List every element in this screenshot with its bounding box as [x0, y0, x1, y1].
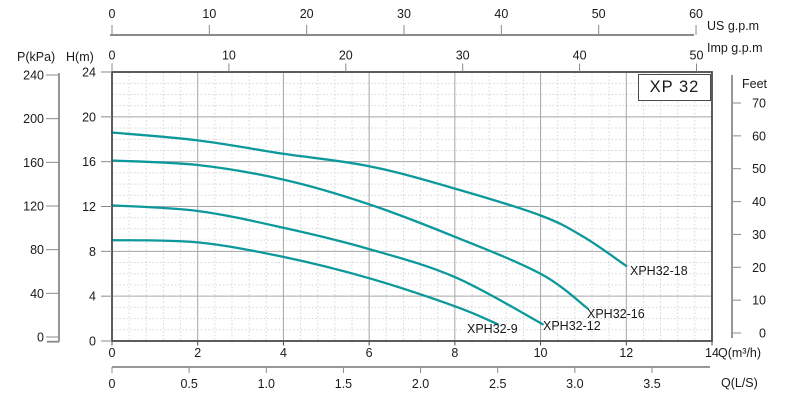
- svg-text:4: 4: [89, 290, 96, 304]
- svg-text:12: 12: [619, 346, 633, 360]
- svg-text:40: 40: [573, 49, 587, 63]
- h-m-axis: 24 20 16 12 8 4 0: [82, 66, 112, 349]
- svg-text:4: 4: [280, 346, 287, 360]
- svg-text:10: 10: [534, 346, 548, 360]
- imp-gpm-axis: 0 10 20 30 40 50: [109, 49, 704, 72]
- svg-text:24: 24: [82, 66, 96, 80]
- model-badge-text: XP 32: [649, 78, 700, 96]
- svg-text:50: 50: [592, 7, 606, 21]
- curve-xph32-12: [110, 204, 544, 326]
- svg-text:0: 0: [109, 377, 116, 391]
- h-m-axis-title: H(m): [66, 50, 94, 64]
- us-gpm-axis: 0 10 20 30 40 50 60: [109, 7, 703, 36]
- svg-text:0: 0: [109, 49, 116, 63]
- feet-axis: 70 60 50 40 30 20 10 0: [731, 75, 766, 341]
- svg-text:0: 0: [759, 327, 766, 341]
- svg-text:2: 2: [194, 346, 201, 360]
- svg-text:70: 70: [752, 97, 766, 111]
- svg-text:8: 8: [451, 346, 458, 360]
- svg-text:2.0: 2.0: [412, 377, 429, 391]
- svg-text:20: 20: [339, 49, 353, 63]
- svg-text:20: 20: [300, 7, 314, 21]
- p-kpa-axis: 240 200 160 120 80 40 0: [23, 69, 60, 345]
- curve-label-xph32-12: XPH32-12: [543, 319, 601, 333]
- svg-text:1.0: 1.0: [258, 377, 275, 391]
- svg-text:0.5: 0.5: [180, 377, 197, 391]
- svg-text:14: 14: [705, 346, 719, 360]
- svg-text:0: 0: [37, 331, 44, 345]
- curve-xph32-18: [110, 131, 628, 268]
- svg-text:3.5: 3.5: [643, 377, 660, 391]
- svg-text:8: 8: [89, 245, 96, 259]
- svg-text:12: 12: [82, 200, 96, 214]
- svg-text:0: 0: [109, 7, 116, 21]
- svg-text:3.0: 3.0: [566, 377, 583, 391]
- svg-text:10: 10: [202, 7, 216, 21]
- svg-text:1.5: 1.5: [335, 377, 352, 391]
- svg-text:0: 0: [89, 335, 96, 349]
- curve-xph32-9: [110, 238, 499, 326]
- curve-label-xph32-9: XPH32-9: [467, 322, 518, 336]
- q-ls-axis-title: Q(L/S): [721, 376, 758, 390]
- svg-text:20: 20: [752, 261, 766, 275]
- svg-text:16: 16: [82, 155, 96, 169]
- grid-major: [112, 72, 712, 341]
- svg-text:40: 40: [752, 195, 766, 209]
- us-gpm-axis-title: US g.p.m: [707, 19, 760, 33]
- svg-text:10: 10: [222, 49, 236, 63]
- q-m3h-axis-title: Q(m³/h): [718, 346, 762, 360]
- curve-label-xph32-18: XPH32-18: [630, 264, 688, 278]
- feet-axis-title: Feet: [742, 77, 768, 91]
- svg-text:50: 50: [690, 49, 704, 63]
- svg-text:40: 40: [30, 287, 44, 301]
- q-ls-axis: 0 0.5 1.0 1.5 2.0 2.5 3.0 3.5: [109, 366, 710, 391]
- curve-label-xph32-16: XPH32-16: [587, 307, 645, 321]
- svg-text:120: 120: [23, 200, 44, 214]
- svg-text:2.5: 2.5: [489, 377, 506, 391]
- svg-text:30: 30: [752, 228, 766, 242]
- svg-text:50: 50: [752, 162, 766, 176]
- svg-text:30: 30: [456, 49, 470, 63]
- pump-curves: [110, 131, 628, 326]
- svg-text:20: 20: [82, 110, 96, 124]
- svg-text:240: 240: [23, 69, 44, 83]
- q-m3h-axis: 0 2 4 6 8 10 12 14: [109, 341, 719, 360]
- svg-text:0: 0: [109, 346, 116, 360]
- svg-text:160: 160: [23, 156, 44, 170]
- svg-text:200: 200: [23, 112, 44, 126]
- svg-text:40: 40: [494, 7, 508, 21]
- svg-text:60: 60: [752, 129, 766, 143]
- svg-text:80: 80: [30, 243, 44, 257]
- svg-text:60: 60: [689, 7, 703, 21]
- p-kpa-axis-title: P(kPa): [17, 50, 56, 64]
- curve-xph32-16: [110, 159, 589, 310]
- svg-text:6: 6: [366, 346, 373, 360]
- svg-text:30: 30: [397, 7, 411, 21]
- model-badge: XP 32: [638, 74, 711, 101]
- svg-text:10: 10: [752, 294, 766, 308]
- imp-gpm-axis-title: Imp g.p.m: [707, 41, 763, 55]
